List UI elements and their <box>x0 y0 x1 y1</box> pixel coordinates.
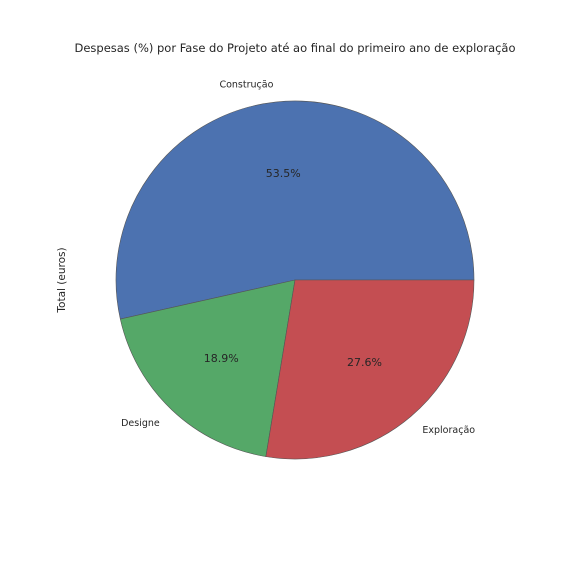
pie-category-label-3: Exploração <box>422 425 475 436</box>
pie-slice-3 <box>265 279 475 460</box>
pie-percent-label-3: 27.6% <box>347 356 382 369</box>
pie-percent-label-2: 18.9% <box>204 352 239 365</box>
pie-slice-2 <box>119 279 296 457</box>
pie-slices <box>115 100 475 460</box>
pie-category-label-2: Designe <box>121 418 160 429</box>
chart-title: Despesas (%) por Fase do Projeto até ao … <box>74 41 515 55</box>
pie-labels: 53.5% Construção 18.9% Designe 27.6% Exploraç… <box>121 79 475 436</box>
pie-percent-label-1: 53.5% <box>266 167 301 180</box>
pie-slice-1 <box>115 100 475 320</box>
y-axis-label: Total (euros) <box>56 247 68 313</box>
pie-category-label-1: Construção <box>219 79 273 90</box>
